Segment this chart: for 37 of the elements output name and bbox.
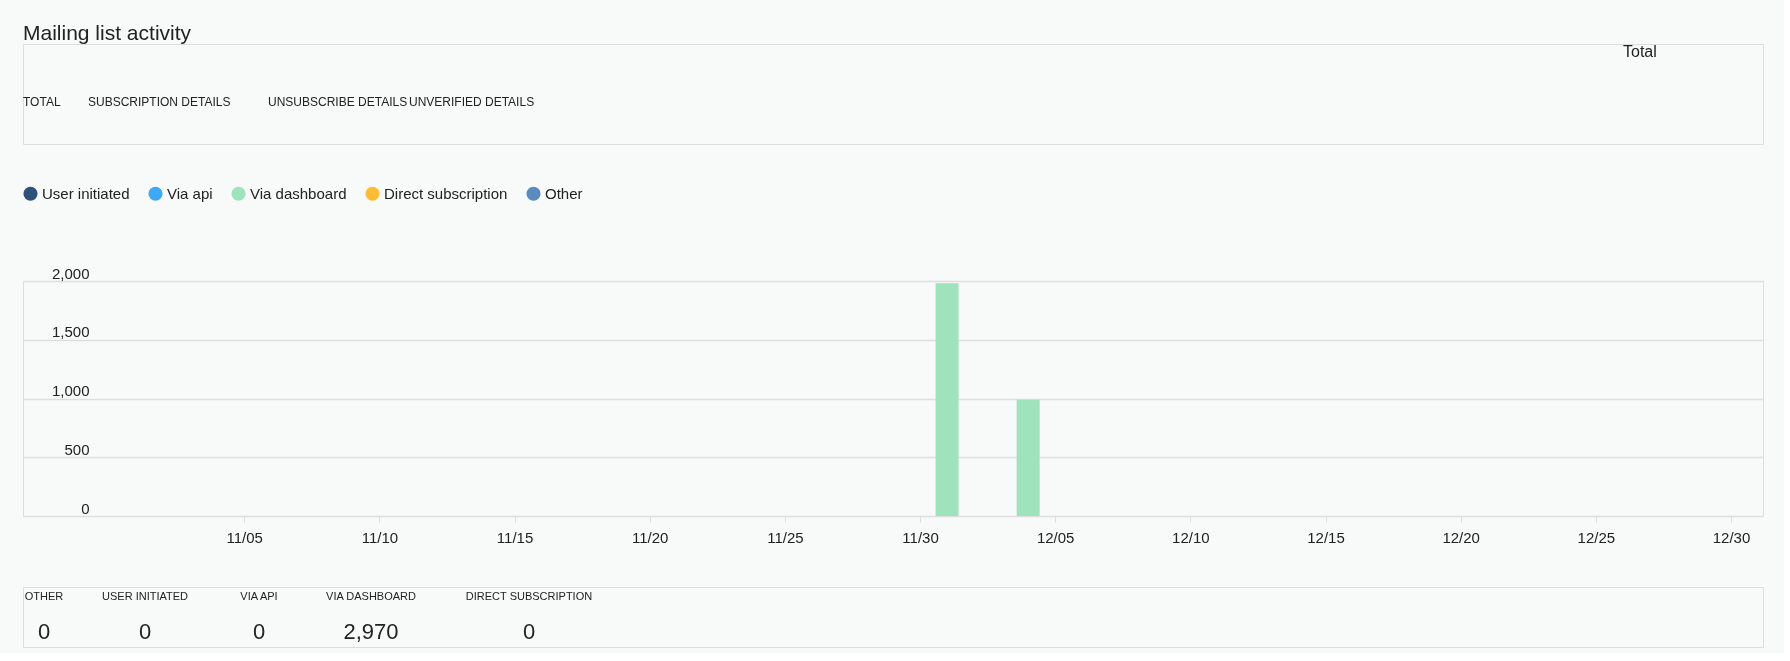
x-tick-label: 12/30 — [1712, 528, 1751, 546]
text: UNSUBSCRIBE DETAILS — [268, 95, 408, 109]
y-tick-label: 500 — [64, 440, 90, 458]
x-tick-label: 11/25 — [767, 528, 804, 546]
x-tick-label: 12/10 — [1172, 528, 1210, 546]
text: VIA DASHBOARD — [326, 590, 416, 602]
x-tick-label: 12/25 — [1577, 528, 1616, 546]
legend-label: Via dashboard — [250, 184, 347, 202]
x-tick-label: 12/15 — [1307, 528, 1345, 546]
text: 0 — [138, 619, 152, 644]
x-tick-label: 12/20 — [1442, 528, 1480, 546]
x-tick-label: 11/15 — [496, 528, 534, 546]
text: USER INITIATED — [102, 590, 189, 602]
legend-label: Direct subscription — [384, 184, 508, 202]
y-tick-label: 1,000 — [51, 382, 90, 399]
text: TOTAL — [23, 95, 61, 109]
text: VIA API — [240, 590, 278, 602]
text: Total — [1623, 43, 1657, 60]
x-tick-label: 12/05 — [1036, 528, 1075, 546]
legend-label: Via api — [167, 184, 213, 202]
text: 0 — [522, 619, 536, 644]
legend-label: Other — [545, 184, 583, 202]
x-tick-label: 11/30 — [902, 528, 939, 546]
x-tick-label: 11/10 — [361, 528, 399, 546]
text: 0 — [252, 619, 266, 644]
text: SUBSCRIPTION DETAILS — [88, 95, 231, 109]
chart-title: Mailing list activity — [23, 21, 192, 44]
y-tick-label: 0 — [81, 499, 90, 517]
text: DIRECT SUBSCRIPTION — [465, 590, 593, 602]
text: 2,970 — [343, 619, 399, 644]
x-tick-label: 11/05 — [226, 528, 263, 546]
text: OTHER — [24, 590, 64, 602]
legend-label: User initiated — [42, 184, 130, 202]
x-tick-label: 11/20 — [632, 528, 669, 546]
y-tick-label: 2,000 — [51, 264, 90, 282]
y-tick-label: 1,500 — [51, 323, 90, 341]
text: UNVERIFIED DETAILS — [409, 95, 535, 109]
